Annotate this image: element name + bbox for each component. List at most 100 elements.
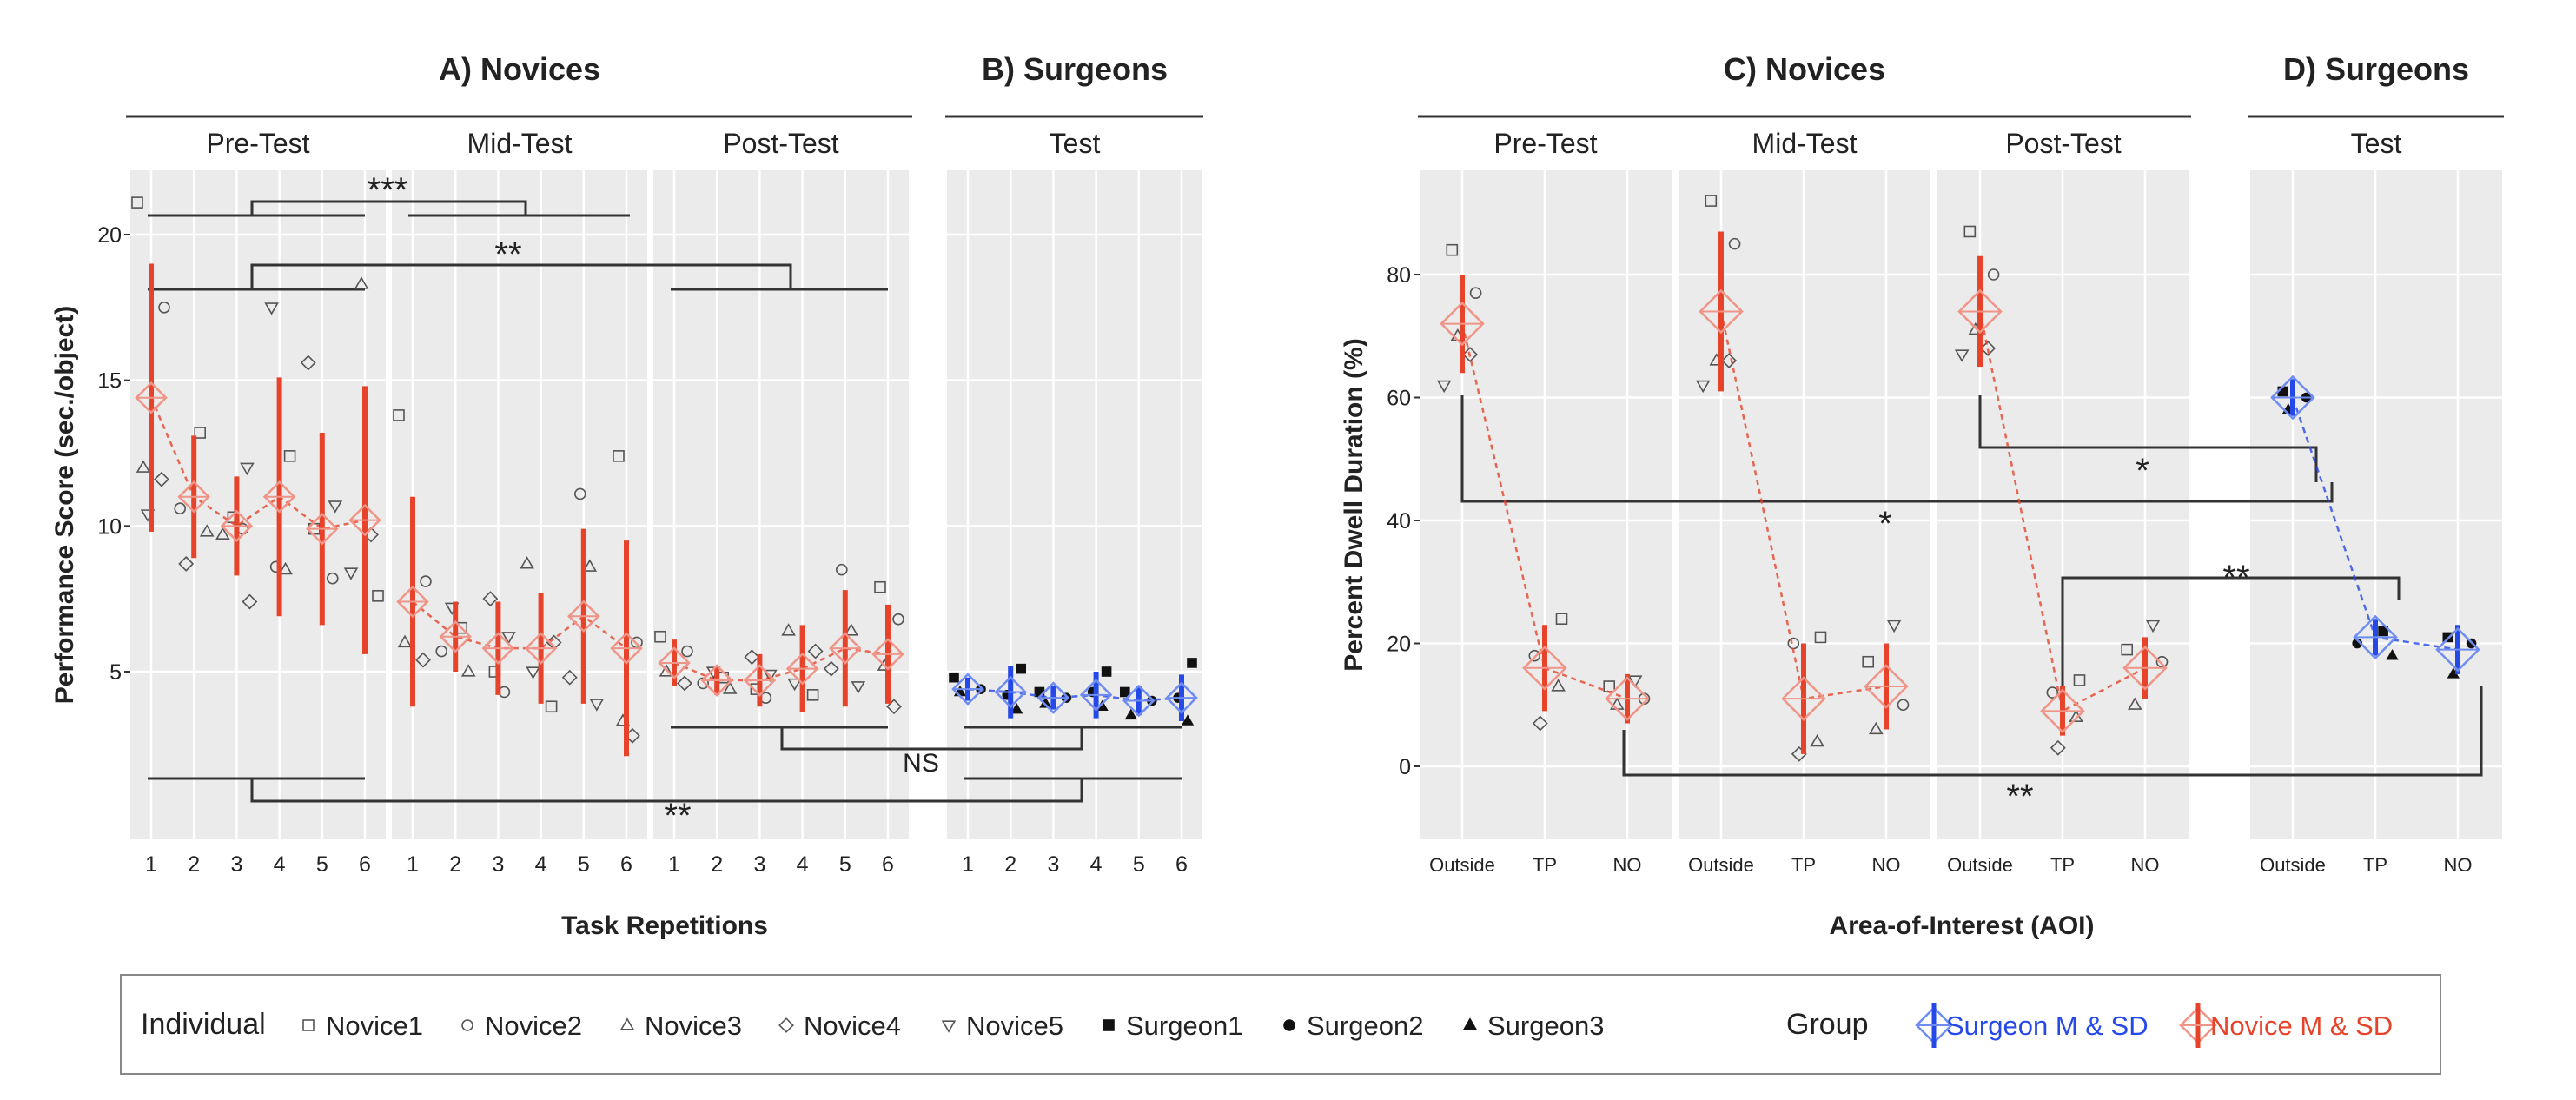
data-point-novice bbox=[178, 555, 195, 572]
strip-d-test: Test bbox=[2351, 128, 2402, 159]
x-tick-label-right: Outside bbox=[1429, 854, 1495, 876]
data-point-surgeon bbox=[2378, 626, 2388, 637]
data-point-novice bbox=[240, 462, 255, 476]
mean-diamond-surgeon bbox=[2353, 614, 2398, 660]
legend-group-items: Surgeon M & SD Novice M & SD bbox=[1915, 1003, 2393, 1048]
data-point-novice bbox=[278, 561, 293, 575]
data-point-novice bbox=[1728, 237, 1741, 250]
x-tick-label-right: TP bbox=[2050, 854, 2075, 876]
x-tick-label-left: 4 bbox=[1090, 852, 1103, 877]
x-tick-label-left: 2 bbox=[188, 852, 200, 877]
strip-a-posttest: Post-Test bbox=[723, 128, 838, 159]
x-tick-label-left: 6 bbox=[359, 852, 371, 877]
data-point-novice bbox=[215, 527, 230, 540]
data-point-novice bbox=[886, 699, 902, 715]
mean-diamond-novice bbox=[220, 509, 254, 543]
legend-key-surgeon3 bbox=[1462, 1017, 1478, 1030]
x-tick-label-left: 2 bbox=[711, 852, 723, 877]
mean-diamond-novice bbox=[1781, 676, 1826, 721]
mean-diamond-novice bbox=[610, 632, 643, 665]
x-tick-label-left: 6 bbox=[620, 852, 632, 877]
significance-brackets bbox=[148, 200, 2483, 803]
individual-points bbox=[131, 195, 2477, 762]
bracket-a-post-surgeon bbox=[671, 726, 1182, 751]
x-tick-label-left: 1 bbox=[962, 852, 974, 877]
strip-a-pretest: Pre-Test bbox=[206, 128, 309, 159]
x-tick-label-left: 3 bbox=[230, 852, 242, 877]
x-axis-title-left: Task Repetitions bbox=[561, 911, 768, 940]
panel-b-test-bg bbox=[947, 170, 1202, 839]
mean-diamond-surgeon bbox=[1036, 681, 1070, 714]
legend-key-surgeon2 bbox=[1283, 1019, 1295, 1031]
x-tick-label-left: 4 bbox=[535, 852, 547, 877]
data-point-novice bbox=[482, 591, 499, 607]
data-point-novice bbox=[613, 450, 625, 462]
legend-label-surgeon3: Surgeon3 bbox=[1487, 1011, 1604, 1041]
mean-diamond-novice bbox=[1440, 301, 1485, 347]
legend-key-surgeon1 bbox=[1103, 1019, 1115, 1031]
mean-diamond-novice bbox=[348, 503, 381, 537]
x-tick-label-left: 4 bbox=[274, 852, 286, 877]
x-tick-label-left: 5 bbox=[839, 852, 851, 877]
data-point-novice bbox=[807, 643, 824, 659]
data-point-novice bbox=[659, 664, 674, 677]
data-point-novice bbox=[654, 630, 666, 643]
legend-individual-title: Individual bbox=[141, 1008, 266, 1041]
y-tick-label-left: 15 bbox=[97, 369, 122, 394]
data-point-novice bbox=[545, 700, 558, 713]
mean-diamond-novice bbox=[785, 652, 819, 686]
x-tick-label-right: Outside bbox=[1947, 854, 2013, 876]
data-point-novice bbox=[1555, 613, 1568, 626]
y-tick-label-left: 5 bbox=[109, 660, 122, 685]
x-tick-label-left: 5 bbox=[578, 852, 590, 877]
mean-diamond-novice bbox=[1864, 664, 1909, 709]
panel-c-title: C) Novices bbox=[1724, 51, 1885, 87]
y-tick-label-right: 0 bbox=[1399, 755, 1411, 779]
data-point-novice bbox=[393, 409, 405, 421]
x-tick-label-left: 6 bbox=[882, 852, 894, 877]
data-point-novice bbox=[573, 487, 586, 500]
x-tick-label-left: 1 bbox=[145, 852, 157, 877]
data-point-novice bbox=[1705, 195, 1718, 207]
data-point-novice bbox=[589, 699, 605, 712]
data-point-novice bbox=[2050, 739, 2066, 756]
x-tick-label-left: 4 bbox=[797, 852, 809, 877]
mean-diamond-surgeon bbox=[951, 673, 984, 706]
legend-label-surgeon2: Surgeon2 bbox=[1307, 1011, 1423, 1041]
data-point-novice bbox=[1436, 380, 1452, 394]
data-point-novice bbox=[722, 681, 738, 694]
data-point-novice bbox=[194, 427, 206, 439]
strip-c-midtest: Mid-Test bbox=[1752, 128, 1858, 159]
legend-key-novice1 bbox=[302, 1019, 315, 1031]
data-point-novice bbox=[744, 649, 760, 666]
data-point-novice bbox=[1897, 699, 1910, 712]
mean-diamond-novice bbox=[396, 585, 429, 619]
mean-line-novice bbox=[1978, 311, 2146, 713]
x-tick-label-left: 2 bbox=[449, 852, 461, 877]
data-point-novice bbox=[2155, 655, 2169, 668]
sig-label-c-no: ** bbox=[2006, 778, 2033, 816]
sig-label-a-post-surgeon-ns: NS bbox=[903, 749, 939, 778]
sig-label-a-pre-post: ** bbox=[494, 235, 521, 274]
y-tick-label-right: 40 bbox=[1387, 509, 1411, 533]
legend-label-novice5: Novice5 bbox=[966, 1011, 1063, 1041]
x-tick-label-left: 5 bbox=[316, 852, 328, 877]
legend-key-novice4 bbox=[778, 1017, 794, 1033]
data-point-novice bbox=[1869, 721, 1884, 735]
strip-c-pretest: Pre-Test bbox=[1493, 128, 1597, 159]
y-axis-title-right: Percent Dwell Duration (%) bbox=[1340, 338, 1368, 671]
x-tick-label-left: 1 bbox=[668, 852, 680, 877]
data-point-novice bbox=[835, 563, 848, 576]
data-point-novice bbox=[328, 500, 343, 514]
legend-label-novice4: Novice4 bbox=[804, 1011, 901, 1041]
sig-label-c-pre-outside: * bbox=[1878, 505, 1892, 543]
data-point-novice bbox=[174, 502, 186, 515]
mean-diamond-novice bbox=[2122, 646, 2168, 691]
data-point-novice bbox=[2046, 686, 2059, 699]
mean-diamond-surgeon bbox=[994, 675, 1027, 709]
data-point-novice bbox=[199, 524, 215, 537]
data-point-novice bbox=[2145, 620, 2161, 633]
x-tick-label-left: 5 bbox=[1133, 852, 1145, 877]
data-point-surgeon bbox=[2386, 649, 2399, 660]
